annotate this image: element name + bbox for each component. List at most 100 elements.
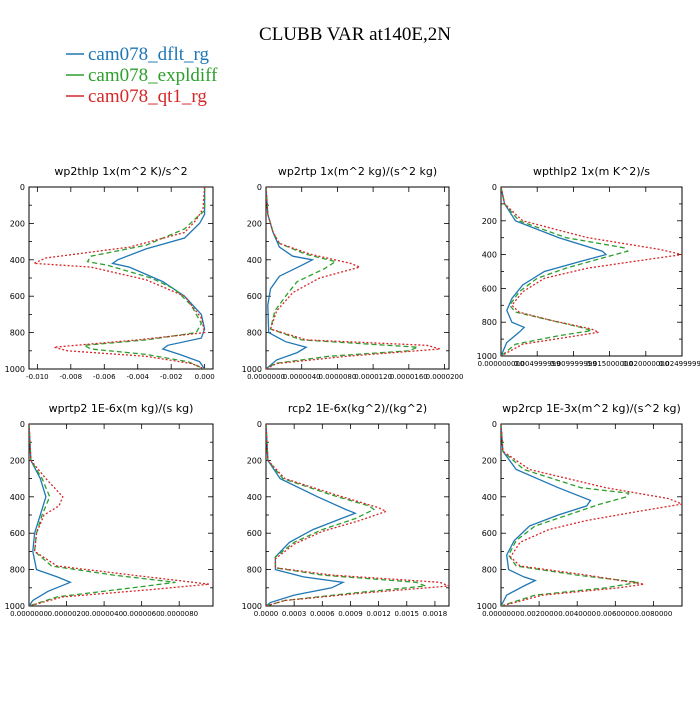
y-tick-label: 1000 [5, 365, 25, 374]
y-tick-label: 600 [247, 529, 262, 538]
y-tick-label: 1000 [5, 602, 25, 611]
x-tick-label: -0.008 [60, 373, 83, 381]
legend-label-expldiff: cam078_expldiff [88, 65, 218, 86]
x-tick-label: 0.020000000 [622, 360, 669, 368]
series-line-cam078_expldiff [501, 424, 639, 606]
y-tick-label: 400 [247, 493, 262, 502]
series-line-cam078_qt1_rg [266, 187, 441, 369]
series-line-cam078_expldiff [82, 187, 206, 369]
x-tick-label: 0.0060000 [596, 610, 634, 618]
y-tick-label: 400 [482, 251, 497, 260]
x-tick-label: 0.000 [195, 373, 215, 381]
x-tick-label: 0.0000040 [283, 373, 321, 381]
legend: cam078_dflt_rg cam078_expldiff cam078_qt… [66, 44, 218, 107]
y-tick-label: 0 [492, 420, 497, 429]
series-line-cam078_qt1_rg [29, 424, 210, 606]
y-tick-label: 400 [247, 256, 262, 265]
y-tick-label: 200 [10, 219, 25, 228]
series-line-cam078_qt1_rg [266, 424, 449, 606]
y-tick-label: 600 [10, 292, 25, 301]
series-line-cam078_expldiff [266, 424, 426, 606]
x-tick-label: 0.0000200 [426, 373, 464, 381]
series-line-cam078_qt1_rg [501, 187, 682, 356]
y-tick-label: 800 [247, 329, 262, 338]
plot-frame [28, 423, 214, 607]
series-line-cam078_dflt_rg [29, 424, 73, 606]
y-tick-label: 200 [482, 456, 497, 465]
panel-1: wp2thlp 1x(m^2 K)/s^2 0 200 400 600 800 1000 -0… [5, 165, 215, 381]
x-tick-label: 0.0000080 [318, 373, 356, 381]
y-tick-label: 800 [247, 566, 262, 575]
x-tick-label: -0.002 [160, 373, 183, 381]
x-tick-label: 0.0080000 [634, 610, 672, 618]
x-tick-label: 0.0009 [338, 610, 363, 618]
y-tick-label: 0 [492, 183, 497, 192]
panel-title: rcp2 1E-6x(kg^2)/(kg^2) [288, 402, 427, 415]
y-tick-label: 0 [20, 420, 25, 429]
panels: wp2thlp 1x(m^2 K)/s^2 0 200 400 600 800 1000 -0… [5, 165, 700, 618]
y-tick-label: 600 [482, 529, 497, 538]
x-tick-label: 0.0000000 [482, 610, 520, 618]
x-tick-label: 0.0000020 [48, 610, 86, 618]
panel-5: rcp2 1E-6x(kg^2)/(kg^2) 0 200 400 600 800 1000… [242, 402, 450, 618]
x-tick-label: 0.000000000 [478, 360, 525, 368]
y-tick-label: 400 [10, 493, 25, 502]
plot-frame [265, 186, 450, 370]
y-tick-label: 1000 [477, 602, 497, 611]
panel-4: wprtp2 1E-6x(m kg)/(s kg) 0 200 400 600 800 10… [5, 402, 214, 618]
y-tick-label: 200 [247, 456, 262, 465]
y-tick-label: 1000 [242, 365, 262, 374]
panel-title: wprtp2 1E-6x(m kg)/(s kg) [49, 402, 194, 415]
x-tick-label: 0.0000000 [247, 373, 285, 381]
plot-frame [500, 186, 683, 357]
x-tick-label: 0.0000 [254, 610, 279, 618]
series-line-cam078_dflt_rg [501, 424, 592, 606]
figure-title: CLUBB VAR at140E,2N [259, 24, 451, 45]
x-tick-label: 0.0015 [395, 610, 420, 618]
series-line-cam078_expldiff [501, 187, 629, 356]
y-tick-label: 800 [482, 318, 497, 327]
series-line-cam078_dflt_rg [266, 187, 315, 369]
legend-label-dflt: cam078_dflt_rg [88, 44, 210, 65]
series-line-cam078_dflt_rg [501, 187, 608, 356]
x-tick-label: 0.0000000 [10, 610, 48, 618]
series-line-cam078_dflt_rg [266, 424, 357, 606]
x-tick-label: 0.0000060 [123, 610, 161, 618]
y-tick-label: 200 [482, 217, 497, 226]
x-tick-label: 0.024999990 [659, 360, 700, 368]
y-tick-label: 0 [257, 420, 262, 429]
x-tick-label: 0.0000080 [160, 610, 198, 618]
series-line-cam078_expldiff [29, 424, 176, 606]
x-tick-label: 0.0000120 [354, 373, 392, 381]
x-tick-label: 0.0000040 [85, 610, 123, 618]
series-line-cam078_dflt_rg [111, 187, 206, 369]
x-tick-label: 0.015000000 [586, 360, 633, 368]
x-tick-label: 0.004999999 [514, 360, 561, 368]
y-tick-label: 0 [20, 183, 25, 192]
y-tick-label: 600 [247, 292, 262, 301]
x-tick-label: 0.0003 [282, 610, 307, 618]
panel-title: wp2rcp 1E-3x(m^2 kg)/(s^2 kg) [502, 402, 681, 415]
x-tick-label: 0.0020000 [520, 610, 558, 618]
panel-title: wp2thlp 1x(m^2 K)/s^2 [54, 165, 187, 178]
y-tick-label: 800 [10, 329, 25, 338]
series-line-cam078_qt1_rg [501, 424, 682, 606]
x-tick-label: -0.006 [93, 373, 116, 381]
y-tick-label: 800 [482, 566, 497, 575]
x-tick-label: 0.0006 [310, 610, 335, 618]
y-tick-label: 400 [482, 493, 497, 502]
y-tick-label: 400 [10, 256, 25, 265]
x-tick-label: 0.0012 [366, 610, 391, 618]
x-tick-label: -0.004 [126, 373, 149, 381]
y-tick-label: 600 [10, 529, 25, 538]
legend-label-qt1: cam078_qt1_rg [88, 86, 207, 107]
plot-frame [265, 423, 450, 607]
y-tick-label: 1000 [242, 602, 262, 611]
x-tick-label: 0.009999999 [550, 360, 597, 368]
panel-2: wp2rtp 1x(m^2 kg)/(s^2 kg) 0 200 400 600 800 1… [242, 165, 464, 381]
y-tick-label: 200 [10, 456, 25, 465]
panel-title: wp2rtp 1x(m^2 kg)/(s^2 kg) [278, 165, 437, 178]
x-tick-label: 0.0040000 [558, 610, 596, 618]
panel-6: wp2rcp 1E-3x(m^2 kg)/(s^2 kg) 0 200 400 600 8… [477, 402, 683, 618]
